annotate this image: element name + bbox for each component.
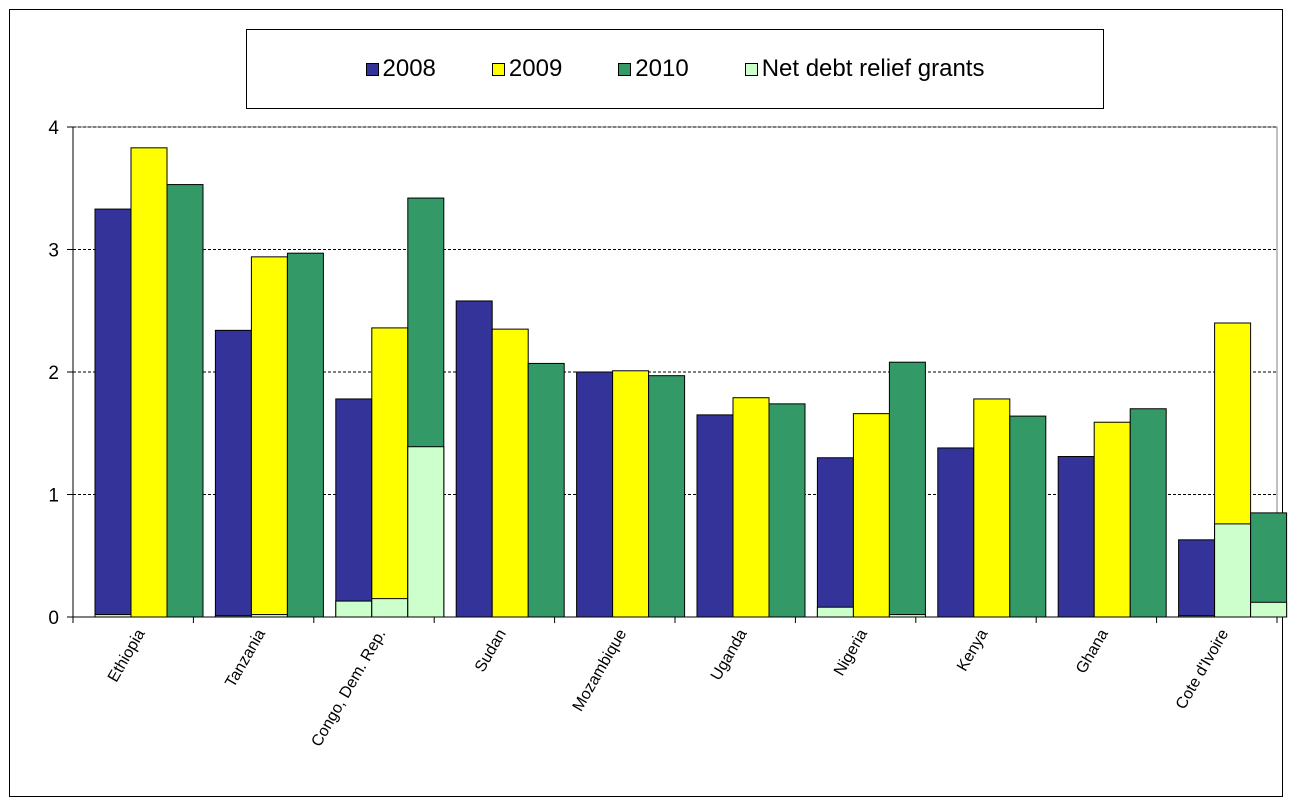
bar-2008 — [1178, 539, 1216, 618]
bar-2009 — [130, 147, 168, 618]
bar-2010 — [1009, 415, 1047, 618]
legend-item-2008: 2008 — [365, 55, 436, 83]
bar-2008 — [1057, 456, 1095, 618]
bar-net-debt-relief — [335, 600, 373, 618]
bar-2009 — [1093, 421, 1131, 618]
legend-label-2010: 2010 — [635, 55, 689, 82]
legend-label-2008: 2008 — [382, 55, 436, 82]
legend-item-2009: 2009 — [491, 55, 563, 83]
bar-2008 — [94, 208, 132, 618]
bar-2009 — [852, 413, 890, 618]
bar-2009 — [250, 256, 288, 618]
legend-swatch-net-debt-relief — [744, 62, 758, 76]
legend-label-2009: 2009 — [508, 55, 563, 82]
x-tick-label: Congo, Dem. Rep. — [308, 627, 389, 750]
bar-2010 — [286, 252, 324, 618]
bar-2009 — [491, 328, 529, 618]
bar-2008 — [455, 300, 493, 618]
y-tick-label: 0 — [48, 608, 59, 629]
x-tick-label: Kenya — [954, 626, 991, 674]
y-tick-label: 1 — [48, 486, 59, 507]
bar-2009 — [973, 398, 1011, 618]
bar-2010 — [527, 362, 565, 618]
legend-swatch-2009 — [491, 62, 505, 76]
bar-2010 — [1129, 408, 1167, 618]
bar-2008 — [696, 414, 734, 618]
legend-item-2010: 2010 — [618, 55, 689, 83]
x-tick-label: Tanzania — [222, 626, 269, 690]
bar-2009 — [371, 327, 409, 618]
legend-swatch-2010 — [618, 62, 632, 76]
bar-2008 — [335, 398, 373, 618]
bar-net-debt-relief — [407, 446, 445, 618]
bar-2010 — [1250, 512, 1288, 618]
bar-2008 — [816, 457, 854, 618]
bar-net-debt-relief — [371, 598, 409, 618]
bar-2009 — [732, 397, 770, 618]
x-tick-label: Uganda — [708, 626, 751, 683]
legend-item-net-debt-relief: Net debt relief grants — [744, 55, 985, 83]
x-tick-label: Cote d'Ivoire — [1173, 626, 1232, 712]
legend-label-net-debt-relief: Net debt relief grants — [761, 55, 985, 82]
x-tick-label: Ghana — [1073, 626, 1112, 676]
x-tick-label: Mozambique — [570, 626, 631, 714]
bar-2010 — [648, 375, 686, 618]
x-tick-label: Nigeria — [831, 626, 871, 678]
bar-2009 — [612, 370, 650, 618]
bar-2008 — [214, 329, 252, 618]
bar-net-debt-relief — [1250, 601, 1288, 618]
y-tick-label: 4 — [48, 118, 59, 139]
legend: 2008 2009 2010 Net debt relief grants — [246, 29, 1104, 109]
bar-net-debt-relief — [1214, 523, 1252, 618]
bar-2010 — [166, 184, 204, 618]
legend-swatch-2008 — [365, 62, 379, 76]
bar-2008 — [937, 447, 975, 618]
y-tick-label: 2 — [48, 363, 59, 384]
bar-net-debt-relief — [816, 606, 854, 618]
x-tick-label: Ethiopia — [105, 626, 149, 685]
x-tick-label: Sudan — [472, 627, 510, 676]
bar-2010 — [768, 403, 806, 618]
y-tick-label: 3 — [48, 241, 59, 262]
bar-2008 — [576, 371, 614, 618]
bar-2010 — [888, 361, 926, 618]
